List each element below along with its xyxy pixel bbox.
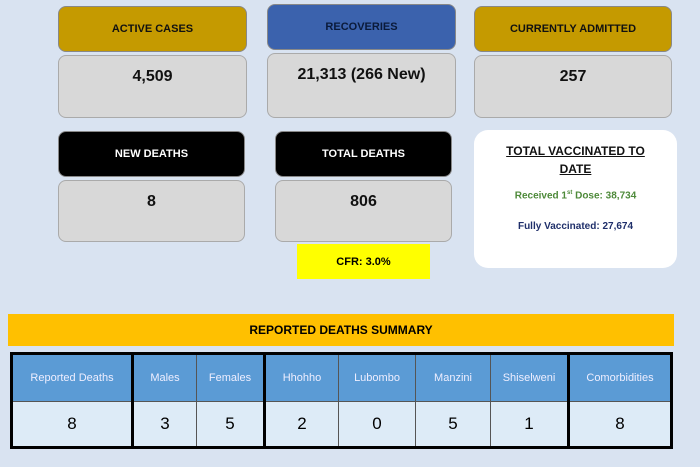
- cfr-badge: CFR: 3.0%: [297, 244, 430, 279]
- col-header: Manzini: [415, 353, 491, 402]
- col-header: Shiselweni: [490, 353, 569, 402]
- active-cases-header: ACTIVE CASES: [58, 6, 247, 52]
- table-header-row: Reported Deaths Males Females Hhohho Lub…: [11, 353, 672, 402]
- table-row: 8 3 5 2 0 5 1 8: [11, 401, 672, 448]
- col-header: Comorbidities: [567, 353, 672, 402]
- first-dose-count: Dose: 38,734: [572, 190, 637, 202]
- deaths-summary-table: Reported Deaths Males Females Hhohho Lub…: [10, 352, 673, 449]
- first-dose-prefix: Received 1: [514, 190, 567, 202]
- table-cell: 3: [131, 401, 197, 448]
- col-header: Hhohho: [263, 353, 339, 402]
- fully-vaccinated-text: Fully Vaccinated: 27,674: [517, 221, 634, 233]
- currently-admitted-header: CURRENTLY ADMITTED: [474, 6, 672, 52]
- recoveries-header: RECOVERIES: [267, 4, 456, 50]
- first-dose-sup: st: [566, 190, 573, 196]
- total-deaths-header: TOTAL DEATHS: [275, 131, 452, 177]
- col-header: Males: [131, 353, 197, 402]
- table-cell: 1: [490, 401, 569, 448]
- table-cell: 0: [338, 401, 416, 448]
- table-cell: 5: [415, 401, 491, 448]
- recoveries-value: 21,313 (266 New): [267, 53, 456, 118]
- col-header: Reported Deaths: [11, 353, 133, 402]
- col-header: Lubombo: [338, 353, 416, 402]
- summary-banner: REPORTED DEATHS SUMMARY: [8, 314, 674, 346]
- new-deaths-value: 8: [58, 180, 245, 242]
- table-cell: 2: [263, 401, 339, 448]
- new-deaths-header: NEW DEATHS: [58, 131, 245, 177]
- vaccinated-title: TOTAL VACCINATED TO DATE: [506, 144, 645, 176]
- first-dose-text: Received 1st Dose: 38,734: [494, 190, 657, 201]
- table-cell: 8: [11, 401, 133, 448]
- table-cell: 8: [567, 401, 672, 448]
- table-cell: 5: [196, 401, 265, 448]
- currently-admitted-value: 257: [474, 55, 672, 118]
- active-cases-value: 4,509: [58, 55, 247, 118]
- col-header: Females: [196, 353, 265, 402]
- vaccinated-card: TOTAL VACCINATED TO DATE Received 1st Do…: [474, 130, 677, 268]
- total-deaths-value: 806: [275, 180, 452, 242]
